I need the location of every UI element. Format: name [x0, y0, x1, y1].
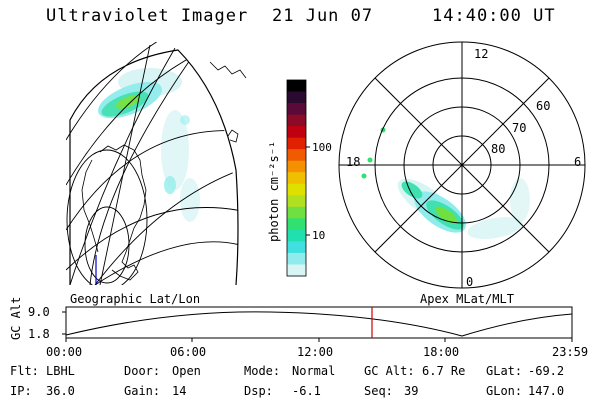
colorbar-scale — [287, 80, 306, 277]
door-label: Door: — [124, 364, 161, 378]
colorbar-cell — [287, 137, 306, 150]
colorbar-cell — [287, 91, 306, 104]
altitude-curve — [65, 311, 573, 337]
mlat-label-60: 60 — [536, 99, 550, 113]
gc-alt-value: 6.7 Re — [422, 364, 466, 378]
observation-date: 21 Jun 07 — [272, 6, 374, 26]
ip-value: 36.0 — [46, 384, 75, 398]
door-value: Open — [172, 364, 201, 378]
polar-grid — [338, 41, 586, 289]
colorbar-cell — [287, 114, 306, 127]
colorbar-tick-100: 100 — [312, 141, 332, 154]
gc-alt-label: GC Alt: — [364, 364, 415, 378]
time-tick-0600: 06:00 — [170, 345, 206, 359]
mlat-label-80: 80 — [491, 142, 505, 156]
geographic-caption: Geographic Lat/Lon — [70, 292, 200, 306]
header: Ultraviolet Imager 21 Jun 07 14:40:00 UT — [0, 6, 600, 32]
colorbar-cell — [287, 218, 306, 231]
altitude-tick-1-8: 1.8 — [28, 327, 50, 341]
time-tick-1800: 18:00 — [423, 345, 459, 359]
mode-label: Mode: — [244, 364, 281, 378]
instrument-title: Ultraviolet Imager — [46, 6, 249, 26]
coastline — [81, 61, 247, 281]
colorbar-cell — [287, 172, 306, 185]
geographic-map: Geographic Lat/Lon — [66, 40, 247, 306]
mode-value: Normal — [292, 364, 336, 378]
mlat-label-70: 70 — [512, 121, 526, 135]
colorbar-cell — [287, 160, 306, 173]
lat-lon-grid — [66, 40, 238, 285]
altitude-tick-9: 9.0 — [28, 305, 50, 319]
seq-value: 39 — [404, 384, 419, 398]
colorbar: 100 10 photon cm⁻²s⁻¹ — [267, 79, 332, 277]
colorbar-cell — [287, 149, 306, 162]
colorbar-unit-label: photon cm⁻²s⁻¹ — [267, 141, 281, 242]
filter-value: LBHL — [46, 364, 75, 378]
polar-map: 12 0 18 6 60 70 80 Apex MLat/MLT — [338, 41, 586, 306]
glat-value: -69.2 — [528, 364, 565, 378]
altitude-axis-label: GC Alt — [9, 297, 23, 340]
earth-limb — [69, 49, 239, 286]
colorbar-cell — [287, 206, 306, 219]
aurora-emission-left — [98, 68, 200, 222]
colorbar-cell — [287, 229, 306, 243]
time-tick-2359: 23:59 — [552, 345, 588, 359]
glat-label: GLat: — [486, 364, 523, 378]
gain-label: Gain: — [124, 384, 161, 398]
seq-label: Seq: — [364, 384, 393, 398]
observation-time: 14:40:00 UT — [432, 6, 556, 26]
mlt-label-18: 18 — [346, 155, 360, 169]
ip-label: IP: — [10, 384, 32, 398]
mlt-label-6: 6 — [574, 155, 581, 169]
colorbar-cell — [287, 80, 306, 93]
colorbar-cell — [287, 183, 306, 196]
colorbar-cell — [287, 241, 306, 254]
colorbar-tick-10: 10 — [312, 229, 325, 242]
time-tick-0000: 00:00 — [46, 345, 82, 359]
apex-caption: Apex MLat/MLT — [420, 292, 514, 306]
dsp-value: -6.1 — [292, 384, 321, 398]
glon-value: 147.0 — [528, 384, 565, 398]
mlt-label-0: 0 — [466, 275, 473, 289]
altitude-plot: GC Alt 9.0 1.8 00:00 06:00 12:00 18:00 2… — [9, 297, 588, 359]
colorbar-cell — [287, 264, 306, 277]
gain-value: 14 — [172, 384, 187, 398]
dsp-label: Dsp: — [244, 384, 273, 398]
time-tick-1200: 12:00 — [297, 345, 333, 359]
colorbar-cell — [287, 195, 306, 208]
mlt-label-12: 12 — [474, 47, 488, 61]
filter-label: Flt: — [10, 364, 39, 378]
colorbar-cell — [287, 103, 306, 116]
colorbar-cell — [287, 252, 306, 266]
glon-label: GLon: — [486, 384, 523, 398]
colorbar-cell — [287, 126, 306, 139]
